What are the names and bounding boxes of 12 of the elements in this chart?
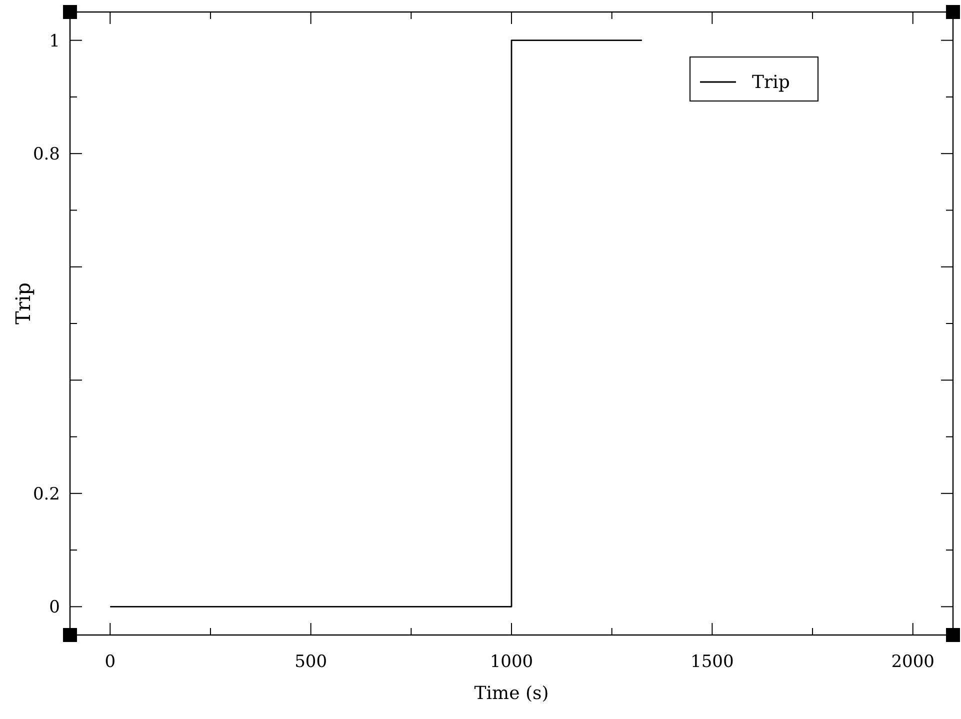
x-tick-label: 1000 [490, 652, 534, 672]
x-tick-label: 2000 [891, 652, 934, 672]
x-tick-label: 0 [104, 652, 116, 672]
y-tick-label: 0.2 [32, 484, 60, 504]
x-tick-label: 1500 [690, 652, 734, 672]
y-tick-label: 0 [49, 598, 60, 618]
legend-label: Trip [752, 72, 790, 93]
y-tick-label: 0.8 [32, 144, 60, 165]
y-tick-label: 1 [49, 31, 60, 52]
y-axis-title: Trip [11, 282, 35, 325]
x-axis-title: Time (s) [474, 683, 549, 704]
x-tick-label: 500 [294, 652, 328, 672]
